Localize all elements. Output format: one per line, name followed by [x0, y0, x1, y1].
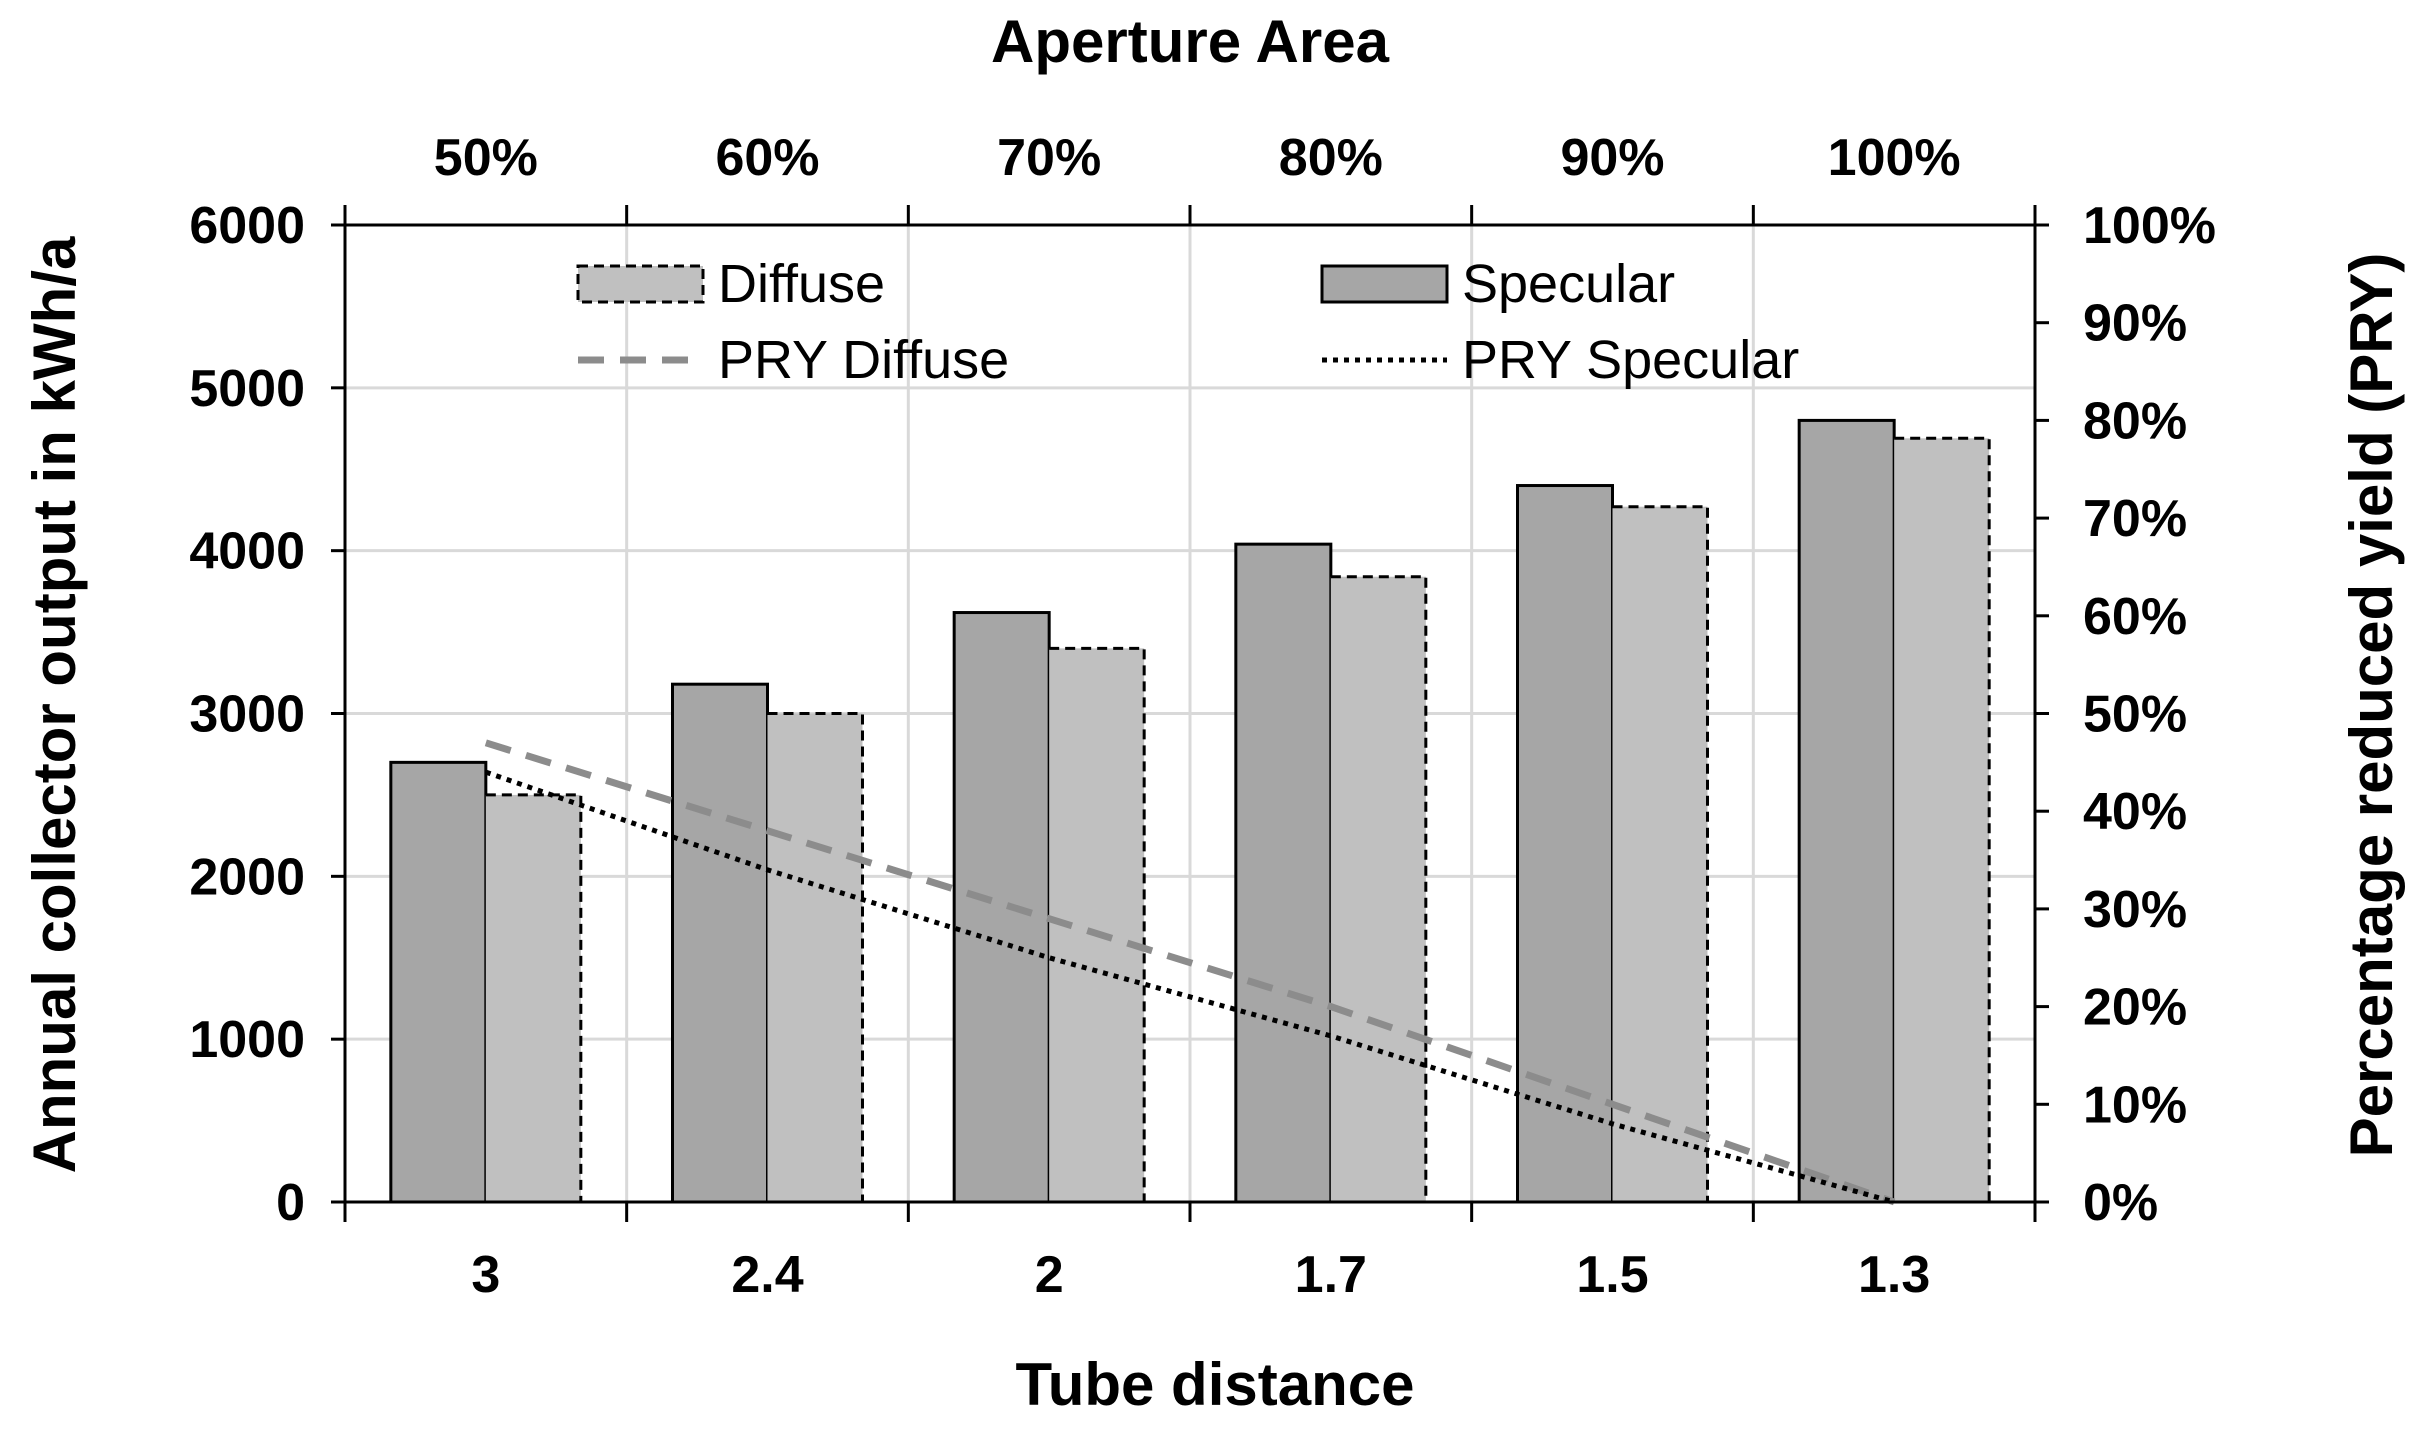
x-tick-label: 2 — [1035, 1246, 1064, 1304]
axes: 0 1000 2000 3000 4000 5000 6000 0% 10% 20% 30% 40% 5… — [189, 129, 2216, 1304]
top-axis-title: Aperture Area — [991, 8, 1390, 75]
legend-label-specular: Specular — [1462, 254, 1675, 314]
legend: Diffuse Specular PRY Diffuse PRY Specula… — [576, 254, 1799, 390]
bar-marks — [389, 418, 1991, 1204]
top-tick-label: 90% — [1560, 129, 1664, 187]
legend-swatch-specular — [1320, 264, 1449, 304]
x-tick-label: 1.3 — [1858, 1246, 1930, 1304]
y2-tick-label: 90% — [2083, 295, 2187, 353]
y2-tick-label: 60% — [2083, 588, 2187, 646]
x-tick-label: 3 — [471, 1246, 500, 1304]
bar-specular — [952, 611, 1051, 1204]
y2-tick-label: 0% — [2083, 1174, 2158, 1232]
top-tick-label: 100% — [1828, 129, 1961, 187]
top-tick-label: 60% — [715, 129, 819, 187]
bar-diffuse — [1894, 438, 1990, 1203]
y-tick-label: 5000 — [189, 360, 305, 418]
line-pry-diffuse — [484, 739, 1896, 1206]
x-axis-title: Tube distance — [1016, 1351, 1415, 1418]
bar-specular — [1234, 542, 1333, 1204]
y2-tick-label: 100% — [2083, 197, 2216, 255]
y-tick-label: 6000 — [189, 197, 305, 255]
bar-specular — [389, 760, 488, 1204]
bar-diffuse — [485, 794, 581, 1202]
y-tick-label: 2000 — [189, 848, 305, 906]
y-tick-label: 3000 — [189, 686, 305, 744]
y2-tick-label: 70% — [2083, 490, 2187, 548]
y2-tick-label: 10% — [2083, 1076, 2187, 1134]
legend-swatch-diffuse — [576, 264, 705, 304]
x-tick-label: 2.4 — [731, 1246, 803, 1304]
y2-tick-label: 30% — [2083, 881, 2187, 939]
x-tick-label: 1.5 — [1576, 1246, 1648, 1304]
top-tick-label: 50% — [434, 129, 538, 187]
bar-diffuse-outline — [1049, 646, 1146, 1202]
legend-label-diffuse: Diffuse — [718, 254, 885, 314]
bar-diffuse-outline — [767, 712, 864, 1202]
x-tick-label: 1.7 — [1295, 1246, 1367, 1304]
bar-specular — [1516, 484, 1614, 1204]
bar-diffuse — [767, 713, 863, 1202]
line-pry-specular — [485, 769, 1895, 1205]
bar-diffuse — [1330, 576, 1426, 1202]
y2-tick-label: 50% — [2083, 686, 2187, 744]
y-tick-label: 4000 — [189, 523, 305, 581]
y-tick-label: 1000 — [189, 1011, 305, 1069]
y2-axis-title: Percentage reduced yield (PRY) — [2338, 253, 2405, 1158]
bar-diffuse — [1612, 506, 1708, 1202]
grid-lines — [345, 225, 2035, 1202]
y2-tick-label: 20% — [2083, 979, 2187, 1037]
y-axis-title: Annual collector output in kWh/a — [21, 236, 88, 1173]
legend-label-pry-diffuse: PRY Diffuse — [718, 330, 1009, 390]
bar-specular — [671, 682, 769, 1204]
y-tick-label: 0 — [276, 1174, 305, 1232]
bar-specular — [1797, 418, 1896, 1204]
y2-tick-label: 40% — [2083, 783, 2187, 841]
top-tick-label: 70% — [997, 129, 1101, 187]
top-tick-label: 80% — [1279, 129, 1383, 187]
y2-tick-label: 80% — [2083, 392, 2187, 450]
legend-label-pry-specular: PRY Specular — [1462, 330, 1799, 390]
pry-lines — [484, 739, 1896, 1206]
